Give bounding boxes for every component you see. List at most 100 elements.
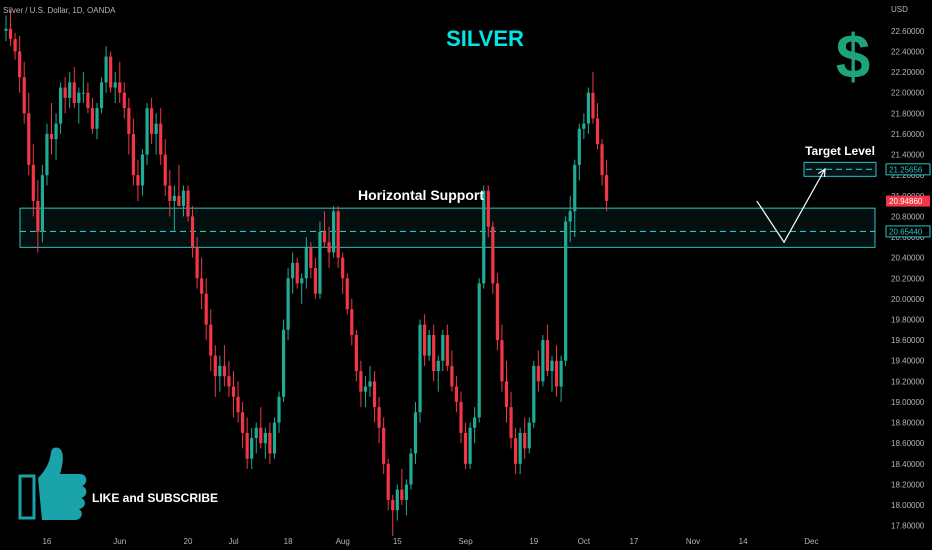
candle-body (204, 293, 208, 325)
candle-body (404, 484, 408, 500)
candle-body (577, 128, 581, 165)
time-tick-label: Aug (336, 537, 350, 546)
candle-body (473, 417, 477, 428)
candle-body (354, 334, 358, 372)
price-tick-label: 17.80000 (891, 522, 925, 531)
candle-body (309, 247, 313, 268)
candle-body (327, 242, 331, 253)
candle-body (263, 432, 267, 444)
candle-body (550, 360, 554, 372)
candle-body (527, 422, 531, 449)
candle-body (541, 340, 545, 382)
price-tick-label: 22.20000 (891, 68, 925, 77)
time-tick-label: Oct (578, 537, 591, 546)
candle-body (13, 39, 17, 52)
candle-body (109, 56, 113, 88)
candle-body (441, 334, 445, 361)
target-label: Target Level (805, 144, 875, 158)
target-price-tag: 21.25656 (885, 163, 931, 176)
price-tick-label: 19.40000 (891, 357, 925, 366)
candle-body (573, 164, 577, 212)
time-tick-label: 18 (284, 537, 293, 546)
price-tick-label: 21.80000 (891, 109, 925, 118)
candle-body (286, 278, 290, 330)
candle-body (195, 247, 199, 279)
price-tick-label: 20.60000 (891, 233, 925, 242)
candle-body (181, 190, 186, 207)
candle-body (99, 82, 104, 109)
candle-body (90, 108, 95, 129)
thumbs-up-icon (18, 447, 87, 520)
candle-body (391, 499, 395, 511)
time-tick-label: Jun (113, 537, 126, 546)
candle-body (491, 226, 495, 284)
price-tick-label: 18.20000 (891, 480, 925, 489)
candle-body (49, 133, 54, 140)
candle-body (432, 334, 436, 372)
cta-text: LIKE and SUBSCRIBE (92, 491, 218, 505)
candle-body (18, 51, 22, 78)
time-axis[interactable]: 16 Jun 20 Jul 18 Aug 15 Sep 19 Oct 17 Nov 14 Dec (42, 537, 818, 546)
candle-body (245, 432, 249, 459)
price-tick-label: 18.60000 (891, 439, 925, 448)
candle-body (281, 329, 286, 397)
candle-body (495, 283, 499, 341)
candle-body (359, 371, 363, 392)
candle-body (514, 438, 518, 464)
candle-body (559, 360, 563, 387)
candle-body (145, 108, 149, 155)
price-tick-label: 22.60000 (891, 27, 925, 36)
candle-body (222, 365, 226, 377)
candle-body (322, 231, 327, 243)
candle-body (500, 340, 504, 382)
price-tick-label: 22.00000 (891, 89, 925, 98)
candle-body (231, 386, 236, 397)
candle-body (277, 396, 281, 423)
price-axis[interactable]: 22.60000 22.40000 22.20000 22.00000 21.80000… (891, 27, 925, 531)
candle-body (77, 92, 81, 104)
candle-body (318, 231, 322, 294)
candle-body (377, 407, 381, 428)
time-tick-label: 14 (739, 537, 748, 546)
candle-body (45, 133, 49, 176)
time-tick-label: 15 (393, 537, 402, 546)
candle-body (63, 87, 67, 98)
candle-body (104, 56, 108, 83)
candle-body (118, 82, 122, 93)
candle-body (545, 340, 550, 372)
chart-title: SILVER (446, 26, 524, 51)
candle-body (568, 211, 572, 222)
candle-body (268, 432, 272, 454)
candle-body (136, 175, 140, 186)
candle-body (272, 422, 277, 454)
candle-body (227, 376, 231, 387)
symbol-info: Silver / U.S. Dollar, 1D, OANDA (3, 6, 116, 15)
candle-body (423, 324, 427, 356)
time-tick-label: 17 (629, 537, 638, 546)
candlesticks (4, 10, 609, 536)
candle-body (8, 28, 13, 40)
candle-body (140, 154, 145, 186)
candle-body (463, 432, 468, 464)
candle-body (86, 92, 90, 109)
candle-body (150, 108, 154, 134)
price-tick-label: 19.80000 (891, 316, 925, 325)
price-tick-label: 18.00000 (891, 501, 925, 510)
price-tick-label: 19.00000 (891, 398, 925, 407)
candle-body (236, 396, 240, 413)
plot-area (0, 0, 886, 536)
candle-body (168, 185, 172, 201)
candle-body (482, 190, 486, 284)
time-tick-label: Jul (228, 537, 238, 546)
candle-body (95, 108, 99, 129)
candle-body (523, 432, 527, 449)
candle-body (554, 360, 559, 387)
candle-body (454, 386, 459, 402)
dollar-icon: $ (836, 23, 870, 92)
price-tick-label: 21.40000 (891, 151, 925, 160)
candle-body (209, 324, 213, 356)
candle-body (532, 365, 536, 423)
candle-body (368, 381, 372, 387)
price-tick-label: 21.20000 (891, 171, 925, 180)
